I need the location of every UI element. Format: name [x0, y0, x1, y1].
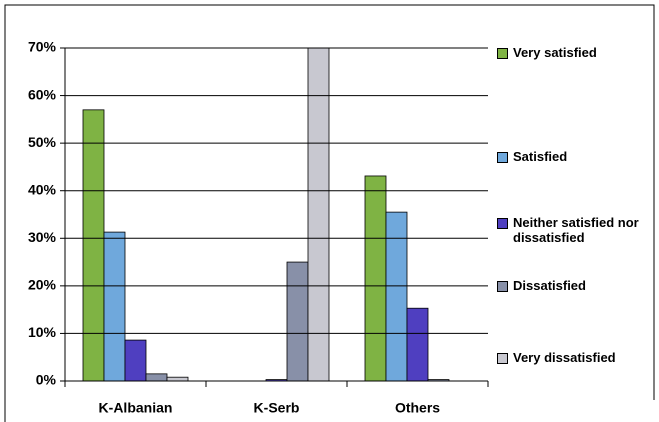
legend-item: Satisfied	[497, 149, 657, 164]
legend-item: Very satisfied	[497, 45, 657, 60]
legend-swatch	[497, 48, 508, 59]
y-tick-label: 20%	[28, 277, 57, 293]
frame-border	[4, 4, 655, 422]
bar	[103, 231, 126, 382]
bar	[307, 48, 330, 382]
bar	[166, 376, 189, 382]
y-tick-label: 0%	[36, 372, 57, 388]
legend-label: Dissatisfied	[513, 278, 586, 293]
legend-label: Satisfied	[513, 149, 568, 164]
legend-label: Very dissatisfied	[513, 350, 616, 365]
y-tick-label: 40%	[28, 181, 57, 197]
legend-item: Very dissatisfied	[497, 350, 657, 365]
y-tick-label: 50%	[28, 134, 57, 150]
legend-item: Neither satisfied nor dissatisfied	[497, 215, 657, 245]
x-tick-label: Others	[395, 400, 440, 416]
bar	[286, 261, 309, 382]
legend-label: Neither satisfied nor dissatisfied	[513, 215, 639, 245]
legend-swatch	[497, 218, 508, 229]
legend-swatch	[497, 353, 508, 364]
bar	[406, 307, 429, 382]
legend-item: Dissatisfied	[497, 278, 657, 293]
y-tick-label: 30%	[28, 229, 57, 245]
bar	[145, 373, 168, 382]
legend-swatch	[497, 281, 508, 292]
y-tick-label: 10%	[28, 324, 57, 340]
bars	[82, 48, 450, 382]
bar	[124, 339, 147, 382]
bar	[364, 175, 387, 382]
bar	[385, 211, 408, 382]
x-tick-label: K-Albanian	[99, 400, 173, 416]
legend-label: Very satisfied	[513, 45, 597, 60]
y-tick-label: 70%	[28, 39, 57, 55]
y-tick-label: 60%	[28, 86, 57, 102]
x-tick-label: K-Serb	[254, 400, 300, 416]
legend-swatch	[497, 152, 508, 163]
bar	[82, 109, 105, 382]
